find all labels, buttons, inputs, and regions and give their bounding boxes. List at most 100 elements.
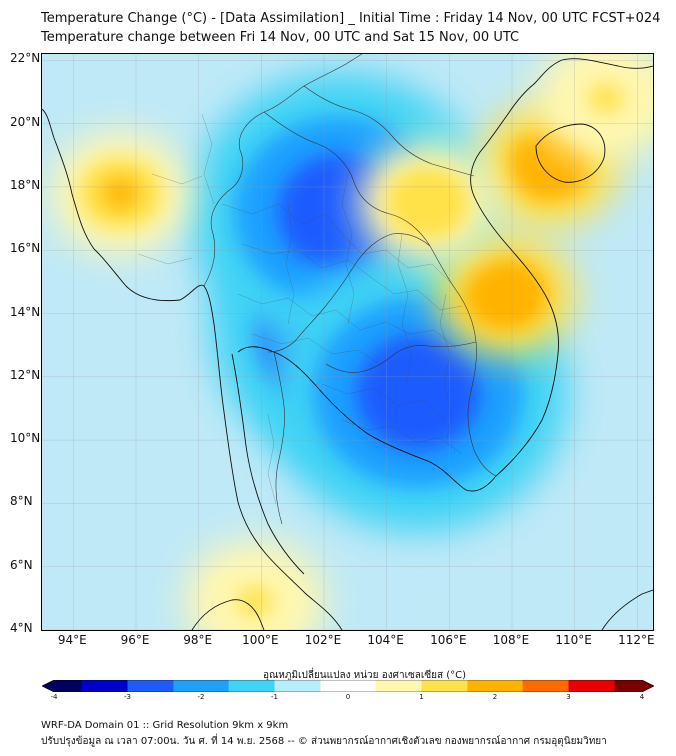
colorbar-segment: [348, 680, 358, 692]
colorbar-segment: [81, 680, 92, 692]
country-borders: [203, 54, 497, 525]
colorbar-segment: [302, 680, 312, 692]
colorbar-segment: [99, 680, 110, 692]
colorbar-segment: [201, 680, 211, 692]
map-title: Temperature Change (°C) - [Data Assimila…: [41, 11, 661, 26]
colorbar-min-extend: [42, 680, 54, 692]
colorbar-segment: [531, 680, 542, 692]
warm-anomaly-region: [185, 539, 326, 630]
colorbar-segment: [338, 680, 349, 692]
colorbar-segment: [72, 680, 83, 692]
province-borders: [137, 113, 463, 505]
warm-anomaly-region: [435, 232, 576, 357]
colorbar-segment: [412, 680, 422, 692]
colorbar-segment: [393, 680, 404, 692]
colorbar-segment: [467, 680, 478, 692]
colorbar-tick-label: -2: [197, 693, 205, 701]
colorbar-segment: [421, 680, 432, 692]
colorbar-segment: [90, 680, 101, 692]
colorbar-segment: [403, 680, 413, 692]
colorbar-segment: [191, 680, 202, 692]
latitude-tick-label: 14°N: [10, 304, 41, 319]
latitude-tick-label: 8°N: [10, 494, 33, 509]
colorbar-segment: [329, 680, 340, 692]
warm-anomaly-region: [536, 54, 653, 161]
colorbar-tick-label: 0: [345, 693, 351, 701]
colorbar-segment: [458, 680, 468, 692]
colorbar-segment: [586, 680, 597, 692]
colorbar-segment: [219, 680, 230, 692]
longitude-tick-label: 94°E: [57, 633, 87, 647]
colorbar-segment: [605, 680, 615, 692]
warm-anomaly-region: [357, 140, 498, 265]
longitude-tick-label: 104°E: [367, 633, 404, 647]
longitude-tick-label: 108°E: [492, 633, 530, 647]
colorbar-segment: [430, 680, 441, 692]
longitude-tick-label: 98°E: [183, 633, 213, 647]
colorbar-segment: [357, 680, 367, 692]
longitude-tick-label: 110°E: [555, 633, 592, 647]
colorbar-segment: [596, 680, 606, 692]
colorbar-segment: [155, 680, 165, 692]
colorbar-segment: [449, 680, 459, 692]
colorbar-segment: [476, 680, 487, 692]
longitude-tick-label: 96°E: [120, 633, 150, 647]
latitude-tick-label: 10°N: [10, 431, 41, 446]
longitude-tick-label: 102°E: [304, 633, 342, 647]
temperature-change-map: [41, 53, 654, 631]
longitude-tick-label: 106°E: [430, 633, 467, 647]
colorbar-segment: [145, 680, 156, 692]
colorbar-segment: [54, 680, 64, 692]
footer-credit: ปรับปรุงข้อมูล ณ เวลา 07:00น. วัน ศ. ที่…: [41, 736, 607, 747]
colorbar-segment: [265, 680, 275, 692]
latitude-tick-label: 18°N: [10, 177, 41, 192]
latitude-tick-label: 20°N: [10, 114, 41, 129]
colorbar-segment: [559, 680, 569, 692]
longitude-tick-label: 112°E: [618, 633, 655, 647]
colorbar-segment: [540, 680, 551, 692]
colorbar-tick-label: 1: [419, 693, 424, 701]
colorbar-segment: [173, 680, 184, 692]
map-subtitle: Temperature change between Fri 14 Nov, 0…: [41, 30, 520, 45]
colorbar-segment: [504, 680, 514, 692]
warm-anomaly-region: [50, 131, 191, 256]
colorbar-segment: [522, 680, 533, 692]
colorbar-segment: [182, 680, 193, 692]
colorbar-tick-label: -3: [124, 693, 131, 701]
colorbar-segment: [439, 680, 450, 692]
colorbar-segment: [246, 680, 257, 692]
colorbar-segment: [311, 680, 321, 692]
colorbar-segment: [485, 680, 496, 692]
colorbar-segment: [623, 680, 634, 692]
colorbar-label: อุณหภูมิเปลี่ยนแปลง หน่วย องศาเซลเซียส (…: [263, 670, 467, 681]
colorbar-max-extend: [642, 680, 654, 692]
colorbar-segment: [237, 680, 248, 692]
latitude-tick-label: 12°N: [10, 367, 41, 382]
temperature-field: [50, 54, 653, 630]
colorbar-segment: [384, 680, 395, 692]
colorbar-tick-label: -1: [271, 693, 278, 701]
colorbar: [42, 680, 654, 692]
colorbar-segment: [228, 680, 239, 692]
colorbar-segment: [256, 680, 266, 692]
colorbar-tick-label: 2: [492, 693, 498, 701]
colorbar-segment: [495, 680, 505, 692]
colorbar-segment: [550, 680, 560, 692]
colorbar-segment: [577, 680, 588, 692]
latitude-tick-label: 4°N: [10, 621, 33, 635]
colorbar-segment: [513, 680, 524, 692]
colorbar-segment: [320, 680, 331, 692]
colorbar-segment: [118, 680, 128, 692]
footer-model-info: WRF-DA Domain 01 :: Grid Resolution 9km …: [41, 720, 289, 731]
colorbar-segment: [274, 680, 285, 692]
map-canvas: [42, 54, 653, 630]
colorbar-segment: [136, 680, 147, 692]
colorbar-segment: [292, 680, 303, 692]
colorbar-segment: [366, 680, 377, 692]
colorbar-segment: [127, 680, 138, 692]
colorbar-segment: [632, 680, 643, 692]
colorbar-tick-label: 3: [566, 693, 571, 701]
warm-anomaly-region: [479, 102, 620, 227]
colorbar-segment: [210, 680, 220, 692]
colorbar-segment: [63, 680, 73, 692]
